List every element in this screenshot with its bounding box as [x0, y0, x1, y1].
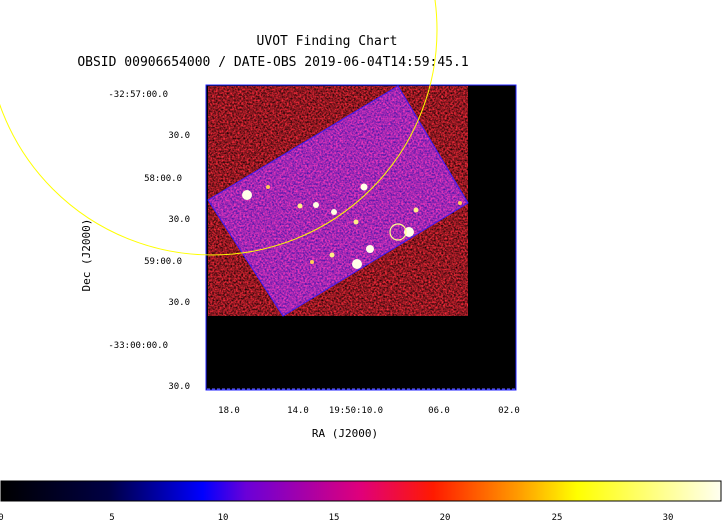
colorbar-tick-label: 15	[329, 513, 340, 521]
chart-title: UVOT Finding Chart	[257, 34, 398, 49]
y-tick-label: 30.0	[168, 131, 190, 141]
colorbar-tick-label: 25	[552, 513, 563, 521]
y-axis-title: Dec (J2000)	[80, 219, 93, 292]
colorbar-tick-label: 30	[663, 513, 674, 521]
y-tick-labels: -32:57:00.0 30.0 58:00.0 30.0 59:00.0 30…	[108, 90, 190, 392]
colorbar-tick-label: 20	[440, 513, 451, 521]
colorbar-tick-label: 10	[218, 513, 229, 521]
target-circle	[389, 223, 407, 241]
y-tick-label: 59:00.0	[144, 257, 182, 267]
colorbar-tick-label: 5	[109, 513, 114, 521]
x-tick-label: 14.0	[287, 406, 309, 416]
x-tick-label: 18.0	[218, 406, 240, 416]
image-frame	[205, 84, 517, 391]
y-tick-label: 30.0	[168, 382, 190, 392]
x-axis-title: RA (J2000)	[312, 427, 378, 440]
x-tick-label: 02.0	[498, 406, 520, 416]
chart-subtitle: OBSID 00906654000 / DATE-OBS 2019-06-04T…	[77, 55, 468, 70]
large-region-circle	[0, 0, 438, 256]
x-tick-label: 06.0	[428, 406, 450, 416]
y-tick-label: 58:00.0	[144, 174, 182, 184]
x-tick-label: 19:50:10.0	[329, 406, 383, 416]
y-tick-label: -32:57:00.0	[108, 90, 168, 100]
y-tick-label: 30.0	[168, 298, 190, 308]
colorbar-tick-label: 0	[0, 513, 4, 521]
y-tick-label: -33:00:00.0	[108, 341, 168, 351]
source-markers	[242, 183, 462, 269]
x-tick-labels: 18.0 14.0 19:50:10.0 06.0 02.0	[218, 406, 520, 416]
colorbar: 0 5 10 15 20 25 30	[0, 480, 722, 521]
y-tick-label: 30.0	[168, 215, 190, 225]
